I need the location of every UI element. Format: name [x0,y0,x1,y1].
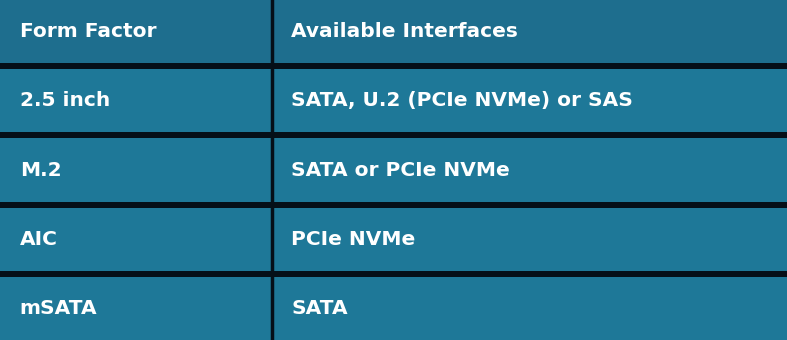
Bar [0,0,272,63]
Bar [272,208,787,271]
Bar [272,138,787,202]
Bar [0,271,787,277]
Bar [0,69,272,132]
Bar [0,277,272,340]
Bar [0,208,272,271]
Text: SATA, U.2 (PCIe NVMe) or SAS: SATA, U.2 (PCIe NVMe) or SAS [291,91,633,110]
Text: PCIe NVMe: PCIe NVMe [291,230,416,249]
Text: AIC: AIC [20,230,57,249]
Bar [272,69,787,132]
Text: SATA: SATA [291,299,348,318]
Text: Form Factor: Form Factor [20,22,156,41]
Text: Available Interfaces: Available Interfaces [291,22,518,41]
Bar [272,0,787,63]
Bar [0,132,787,138]
Bar [0,63,787,69]
Text: mSATA: mSATA [20,299,98,318]
Text: SATA or PCIe NVMe: SATA or PCIe NVMe [291,160,510,180]
Bar [0,138,272,202]
Bar [272,277,787,340]
Bar [0,202,787,208]
Text: 2.5 inch: 2.5 inch [20,91,110,110]
Text: M.2: M.2 [20,160,61,180]
